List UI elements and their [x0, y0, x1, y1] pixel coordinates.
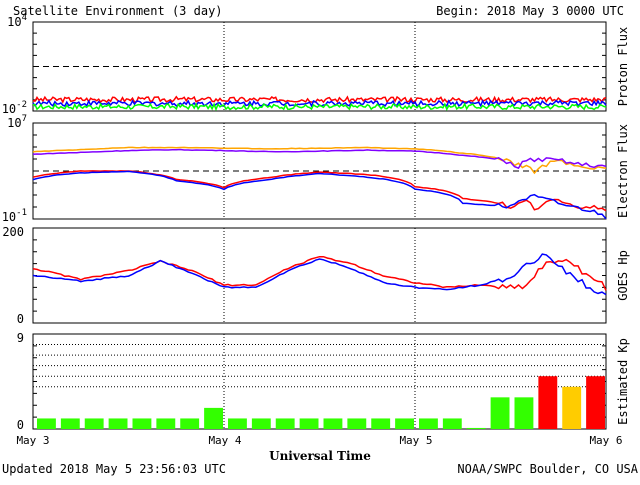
- y-tick-label-top: 9: [17, 331, 24, 345]
- kp-bar: [371, 418, 391, 429]
- kp-bar: [251, 418, 271, 429]
- y-axis-label: Proton Flux: [616, 27, 630, 106]
- y-tick-label-bottom: 0: [17, 418, 24, 432]
- kp-bar: [490, 397, 510, 429]
- estimated-kp-panel: 9 0 Estimated Kp: [17, 331, 630, 432]
- kp-bar: [323, 418, 343, 429]
- kp-bar: [586, 376, 605, 429]
- electron-flux-panel: 107 10-1 Electron Flux: [2, 114, 630, 224]
- kp-bar: [108, 418, 128, 429]
- series-line-blue: [32, 170, 607, 220]
- kp-bar: [347, 418, 367, 429]
- series-line-purple: [32, 148, 607, 170]
- kp-bar: [132, 418, 152, 429]
- y-tick-label-top: 107: [7, 114, 27, 130]
- kp-bar: [299, 418, 319, 429]
- panel-frame: [32, 227, 607, 324]
- kp-bar: [538, 376, 558, 429]
- y-tick-label-bottom: 0: [17, 312, 24, 326]
- begin-time: Begin: 2018 May 3 0000 UTC: [436, 4, 624, 18]
- x-tick-label: May 5: [399, 434, 432, 447]
- x-axis-label: Universal Time: [269, 449, 371, 463]
- goes-hp-panel: 200 0 GOES Hp: [2, 225, 630, 326]
- updated-time: Updated 2018 May 5 23:56:03 UTC: [2, 462, 226, 476]
- x-tick-label: May 3: [16, 434, 49, 447]
- kp-bar: [442, 418, 462, 429]
- kp-bar: [466, 427, 486, 429]
- kp-bar: [228, 418, 247, 429]
- series-line-red: [32, 95, 607, 104]
- kp-bar: [156, 418, 176, 429]
- x-tick-label: May 4: [208, 434, 241, 447]
- y-tick-label-bottom: 10-1: [2, 208, 27, 224]
- series-line-green: [32, 102, 607, 112]
- kp-bar: [562, 386, 582, 429]
- series-line-orange: [32, 146, 607, 175]
- kp-bar: [60, 418, 80, 429]
- kp-bar: [37, 418, 56, 429]
- credit: NOAA/SWPC Boulder, CO USA: [457, 462, 638, 476]
- kp-bar: [84, 418, 104, 429]
- kp-bar: [180, 418, 200, 429]
- x-tick-label: May 6: [589, 434, 622, 447]
- y-tick-label-top: 104: [7, 13, 27, 29]
- kp-bar: [419, 418, 438, 429]
- kp-bar: [204, 407, 223, 429]
- series-line-blue: [32, 253, 607, 296]
- y-axis-label: Estimated Kp: [616, 338, 630, 425]
- y-axis-label: GOES Hp: [616, 250, 630, 301]
- series-line-red: [32, 170, 607, 212]
- kp-bar: [395, 418, 414, 429]
- kp-bar: [514, 397, 534, 429]
- y-tick-label-top: 200: [2, 225, 24, 239]
- chart-title: Satellite Environment (3 day): [13, 4, 223, 18]
- y-axis-label: Electron Flux: [616, 124, 630, 218]
- series-line-red: [32, 255, 607, 291]
- kp-bar: [275, 418, 295, 429]
